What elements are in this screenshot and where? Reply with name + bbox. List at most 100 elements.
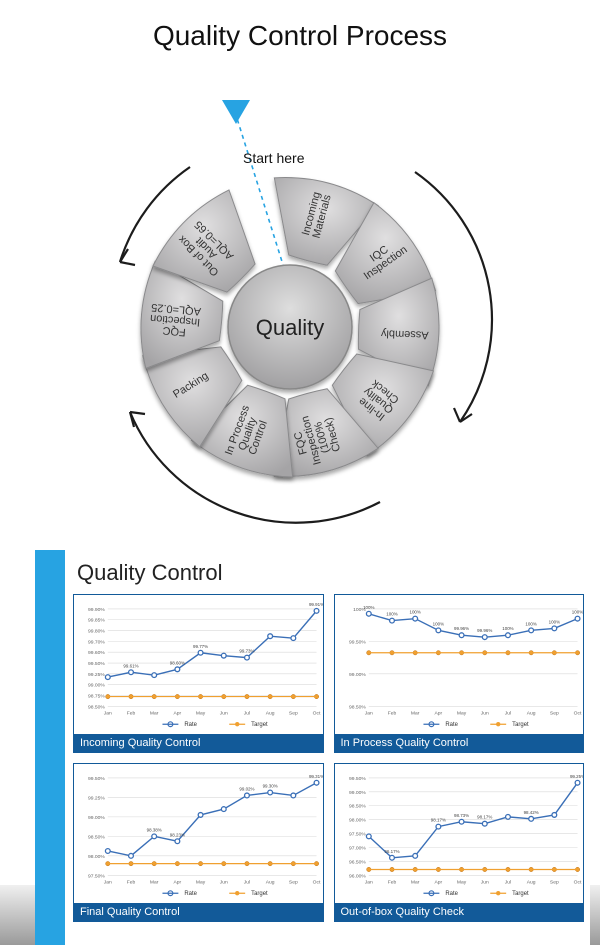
quality-wheel: IncomingMaterialsIQCInspectionAssemblyIn… [0,52,600,542]
svg-text:Oct: Oct [573,879,581,885]
svg-text:99.60%: 99.60% [88,650,105,656]
svg-text:98.50%: 98.50% [349,804,366,810]
svg-text:99.73%: 99.73% [239,649,254,654]
svg-text:Mar: Mar [150,879,159,885]
svg-text:96.50%: 96.50% [349,860,366,866]
svg-text:Jan: Jan [104,879,112,885]
svg-text:Target: Target [512,891,529,897]
svg-text:Sep: Sep [549,879,558,885]
svg-text:Jul: Jul [244,879,250,885]
svg-text:99.02%: 99.02% [239,787,254,792]
svg-text:Feb: Feb [127,710,136,716]
svg-text:98.38%: 98.38% [147,828,162,833]
svg-text:98.50%: 98.50% [349,704,366,710]
svg-text:100%: 100% [571,610,582,615]
svg-text:98.17%: 98.17% [477,815,492,820]
svg-text:99.25%: 99.25% [569,774,583,779]
svg-text:May: May [456,710,466,716]
svg-text:Rate: Rate [445,891,458,897]
svg-text:Target: Target [251,891,268,897]
chart-caption: Incoming Quality Control [74,734,323,752]
svg-text:98.50%: 98.50% [88,704,105,710]
svg-text:99.00%: 99.00% [349,790,366,796]
svg-text:99.50%: 99.50% [349,639,366,645]
svg-text:96.17%: 96.17% [384,849,399,854]
svg-text:Jul: Jul [504,710,510,716]
svg-text:Apr: Apr [174,710,182,716]
svg-text:100%: 100% [363,605,374,610]
svg-text:99.91%: 99.91% [309,602,323,607]
svg-text:Jul: Jul [244,710,250,716]
chart-caption: Final Quality Control [74,903,323,921]
svg-text:Aug: Aug [526,710,535,716]
svg-text:99.77%: 99.77% [193,644,208,649]
svg-text:Jul: Jul [504,879,510,885]
chart-caption: In Process Quality Control [335,734,584,752]
svg-text:99.90%: 99.90% [88,607,105,613]
svg-text:Feb: Feb [387,710,396,716]
svg-text:Oct: Oct [313,879,321,885]
svg-text:99.00%: 99.00% [88,815,105,821]
svg-text:98.50%: 98.50% [88,835,105,841]
svg-text:97.50%: 97.50% [88,873,105,879]
svg-text:Aug: Aug [266,879,275,885]
svg-text:Jan: Jan [364,710,372,716]
svg-text:Feb: Feb [127,879,136,885]
svg-text:Sep: Sep [549,710,558,716]
svg-text:99.61%: 99.61% [123,663,138,668]
svg-text:100%: 100% [386,612,397,617]
svg-text:Target: Target [251,722,268,728]
svg-text:97.50%: 97.50% [349,832,366,838]
svg-text:99.00%: 99.00% [88,683,105,689]
svg-text:99.80%: 99.80% [88,629,105,635]
svg-text:96.00%: 96.00% [349,873,366,879]
chart-cell: 98.50%99.00%99.50%100%JanFebMarAprMayJun… [334,594,585,753]
svg-text:Aug: Aug [266,710,275,716]
svg-text:99.96%: 99.96% [453,626,468,631]
svg-text:Jan: Jan [364,879,372,885]
page-title: Quality Control Process [0,0,600,52]
svg-text:Mar: Mar [150,710,159,716]
svg-text:99.50%: 99.50% [88,776,105,782]
svg-text:100%: 100% [548,619,559,624]
svg-text:97.00%: 97.00% [349,846,366,852]
svg-text:Apr: Apr [434,710,442,716]
svg-text:99.30%: 99.30% [263,784,278,789]
petal-label: Assembly [380,327,429,341]
svg-text:99.96%: 99.96% [477,628,492,633]
svg-text:Rate: Rate [445,722,458,728]
center-label: Quality [256,315,324,340]
svg-text:Jun: Jun [480,879,488,885]
svg-text:Apr: Apr [174,879,182,885]
svg-text:Aug: Aug [526,879,535,885]
svg-text:Mar: Mar [410,710,419,716]
svg-text:99.70%: 99.70% [88,639,105,645]
svg-text:99.25%: 99.25% [88,796,105,802]
svg-text:Jun: Jun [220,879,228,885]
charts-panel: Quality Control 98.50% 98.75% 99.00% 99.25%… [35,550,590,945]
panel-title: Quality Control [65,550,590,586]
svg-text:Oct: Oct [313,710,321,716]
svg-text:100%: 100% [525,621,536,626]
chart-cell: 98.50%98.75%99.00%99.25%99.50%99.60%99.7… [73,594,324,753]
svg-text:100%: 100% [409,610,420,615]
svg-text:100%: 100% [502,626,513,631]
svg-text:Jun: Jun [220,710,228,716]
svg-text:Target: Target [512,722,529,728]
svg-text:99.00%: 99.00% [349,672,366,678]
svg-text:99.31%: 99.31% [309,774,323,779]
chart-cell: 96.00% 96.50% 97.00% 97.50% 98.00% 98.50% 99.0… [334,763,585,922]
svg-text:98.00%: 98.00% [88,854,105,860]
svg-text:Rate: Rate [184,722,197,728]
svg-text:99.50%: 99.50% [88,661,105,667]
svg-text:100%: 100% [432,621,443,626]
svg-text:Oct: Oct [573,710,581,716]
svg-text:Jan: Jan [104,710,112,716]
svg-text:98.42%: 98.42% [523,810,538,815]
svg-text:98.75%: 98.75% [88,693,105,699]
chart-grid: 98.50% 98.75% 99.00% 99.25% 99.50% 99.60% 99.7… [65,586,590,922]
svg-text:98.23%: 98.23% [170,832,185,837]
svg-text:98.00%: 98.00% [349,818,366,824]
svg-text:Apr: Apr [434,879,442,885]
chart-caption: Out-of-box Quality Check [335,903,584,921]
